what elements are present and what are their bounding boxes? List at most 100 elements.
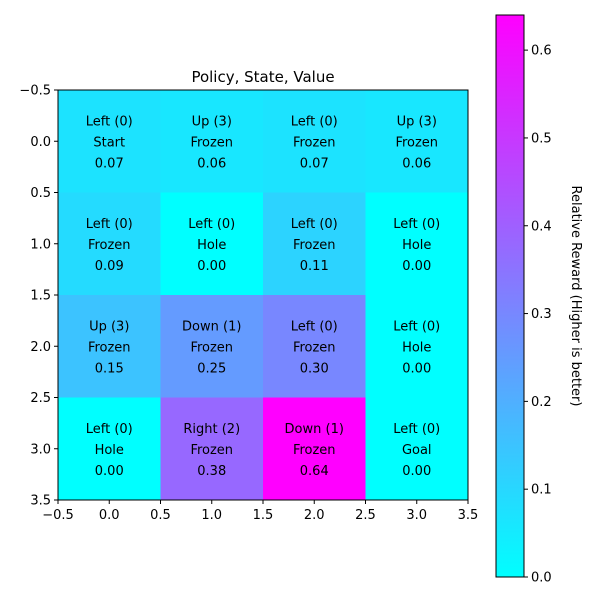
heatmap-cell: Left (0) Frozen 0.07 [263,90,366,193]
cell-action-label: Left (0) [86,422,133,437]
heatmap-cell: Down (1) Frozen 0.64 [263,397,366,501]
cell-value-label: 0.07 [95,156,124,171]
heatmap-cell: Left (0) Hole 0.00 [58,397,161,501]
cell-rect [160,397,264,501]
cell-rect [160,90,264,193]
cell-state-label: Hole [402,340,431,355]
heatmap-cell: Left (0) Frozen 0.11 [263,192,366,296]
colorbar-axis: 0.0 0.1 0.2 0.3 0.4 0.5 0.6 [524,44,552,586]
cell-value-label: 0.15 [95,361,124,376]
cell-action-label: Up (3) [89,319,129,334]
y-tick-label: 2.5 [30,391,51,406]
colorbar-tick-label: 0.6 [531,44,552,59]
cell-action-label: Left (0) [393,217,440,232]
cell-action-label: Left (0) [86,114,133,129]
cell-state-label: Hole [95,443,124,458]
cell-value-label: 0.00 [197,259,226,274]
cell-state-label: Frozen [293,135,336,150]
cell-value-label: 0.00 [402,259,431,274]
cell-action-label: Left (0) [86,217,133,232]
cell-action-label: Down (1) [182,319,241,334]
x-tick-label: 0.5 [150,508,171,523]
y-tick-label: 3.5 [30,494,51,509]
cell-rect [58,295,161,398]
colorbar-tick-label: 0.4 [531,219,552,234]
x-tick-label: 1.0 [201,508,222,523]
cell-value-label: 0.00 [95,464,124,479]
colorbar-tick-label: 0.3 [531,307,552,322]
colorbar-tick-label: 0.1 [531,483,552,498]
y-tick-label: 0.0 [30,135,51,150]
cell-state-label: Frozen [88,238,131,253]
cell-state-label: Frozen [88,340,131,355]
cell-rect [365,295,469,398]
cell-action-label: Left (0) [291,217,338,232]
cell-state-label: Frozen [293,443,336,458]
x-axis: −0.5 0.0 0.5 1.0 1.5 2.0 2.5 3.0 3.5 [42,500,478,523]
cell-action-label: Left (0) [393,319,440,334]
x-tick-label: 3.5 [458,508,479,523]
colorbar-tick-label: 0.0 [531,571,552,586]
y-tick-label: 1.0 [30,237,51,252]
heatmap-cell: Left (0) Frozen 0.09 [58,192,161,296]
cell-value-label: 0.06 [197,156,226,171]
x-tick-label: 3.0 [406,508,427,523]
y-tick-label: −0.5 [19,84,51,99]
heatmap-cell: Left (0) Frozen 0.30 [263,295,366,398]
cell-value-label: 0.25 [197,361,226,376]
colorbar-tick-label: 0.5 [531,131,552,146]
cell-value-label: 0.11 [300,259,329,274]
cell-rect [365,192,469,296]
cell-state-label: Frozen [293,340,336,355]
cell-rect [263,192,366,296]
heatmap-cell: Up (3) Frozen 0.06 [160,90,264,193]
colorbar-tick-label: 0.2 [531,395,552,410]
heatmap-cell: Left (0) Hole 0.00 [365,295,469,398]
cell-value-label: 0.07 [300,156,329,171]
colorbar-label: Relative Reward (Higher is better) [568,186,583,407]
cell-rect [58,192,161,296]
cell-value-label: 0.00 [402,361,431,376]
heatmap-cell: Left (0) Start 0.07 [58,90,161,193]
cell-action-label: Left (0) [393,422,440,437]
heatmap-cell: Left (0) Hole 0.00 [365,192,469,296]
chart-title: Policy, State, Value [191,68,334,86]
cell-rect [263,397,366,501]
cell-rect [263,90,366,193]
cell-action-label: Right (2) [183,422,240,437]
y-axis: −0.5 0.0 0.5 1.0 1.5 2.0 2.5 3.0 3.5 [19,84,58,509]
cell-value-label: 0.09 [95,259,124,274]
cell-action-label: Left (0) [291,319,338,334]
heatmap-cell: Up (3) Frozen 0.15 [58,295,161,398]
x-tick-label: 2.5 [355,508,376,523]
heatmap-cell: Left (0) Hole 0.00 [160,192,264,296]
x-tick-label: 0.0 [99,508,120,523]
cell-value-label: 0.00 [402,464,431,479]
cell-action-label: Up (3) [397,114,437,129]
cell-state-label: Frozen [190,340,233,355]
cell-value-label: 0.38 [197,464,226,479]
cell-state-label: Start [93,135,125,150]
cell-rect [263,295,366,398]
cell-rect [160,295,264,398]
y-tick-label: 3.0 [30,442,51,457]
cell-action-label: Left (0) [188,217,235,232]
cell-action-label: Up (3) [192,114,232,129]
cell-state-label: Hole [402,238,431,253]
y-tick-label: 2.0 [30,340,51,355]
cell-state-label: Frozen [190,135,233,150]
cell-action-label: Left (0) [291,114,338,129]
y-tick-label: 0.5 [30,186,51,201]
cell-rect [58,397,161,501]
cell-rect [160,192,264,296]
cell-state-label: Goal [402,443,432,458]
heatmap-cells: Left (0) Start 0.07 Up (3) Frozen 0.06 Left (0… [58,90,469,501]
cell-value-label: 0.06 [402,156,431,171]
cell-state-label: Frozen [395,135,438,150]
heatmap-cell: Left (0) Goal 0.00 [365,397,469,501]
cell-value-label: 0.64 [300,464,329,479]
heatmap-cell: Up (3) Frozen 0.06 [365,90,469,193]
cell-action-label: Down (1) [285,422,344,437]
cell-rect [58,90,161,193]
